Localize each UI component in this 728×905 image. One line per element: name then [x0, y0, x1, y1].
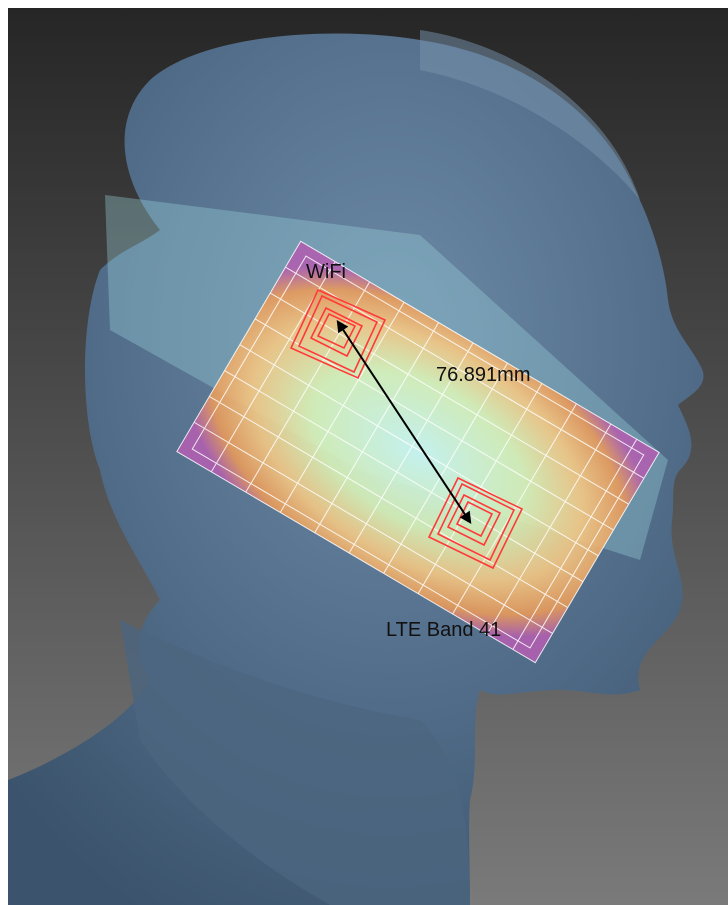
wifi-antenna-label: WiFi — [306, 261, 346, 283]
lte-antenna-label: LTE Band 41 — [386, 619, 502, 641]
distance-arrow — [336, 319, 472, 525]
distance-label: 76.891mm — [436, 364, 531, 386]
